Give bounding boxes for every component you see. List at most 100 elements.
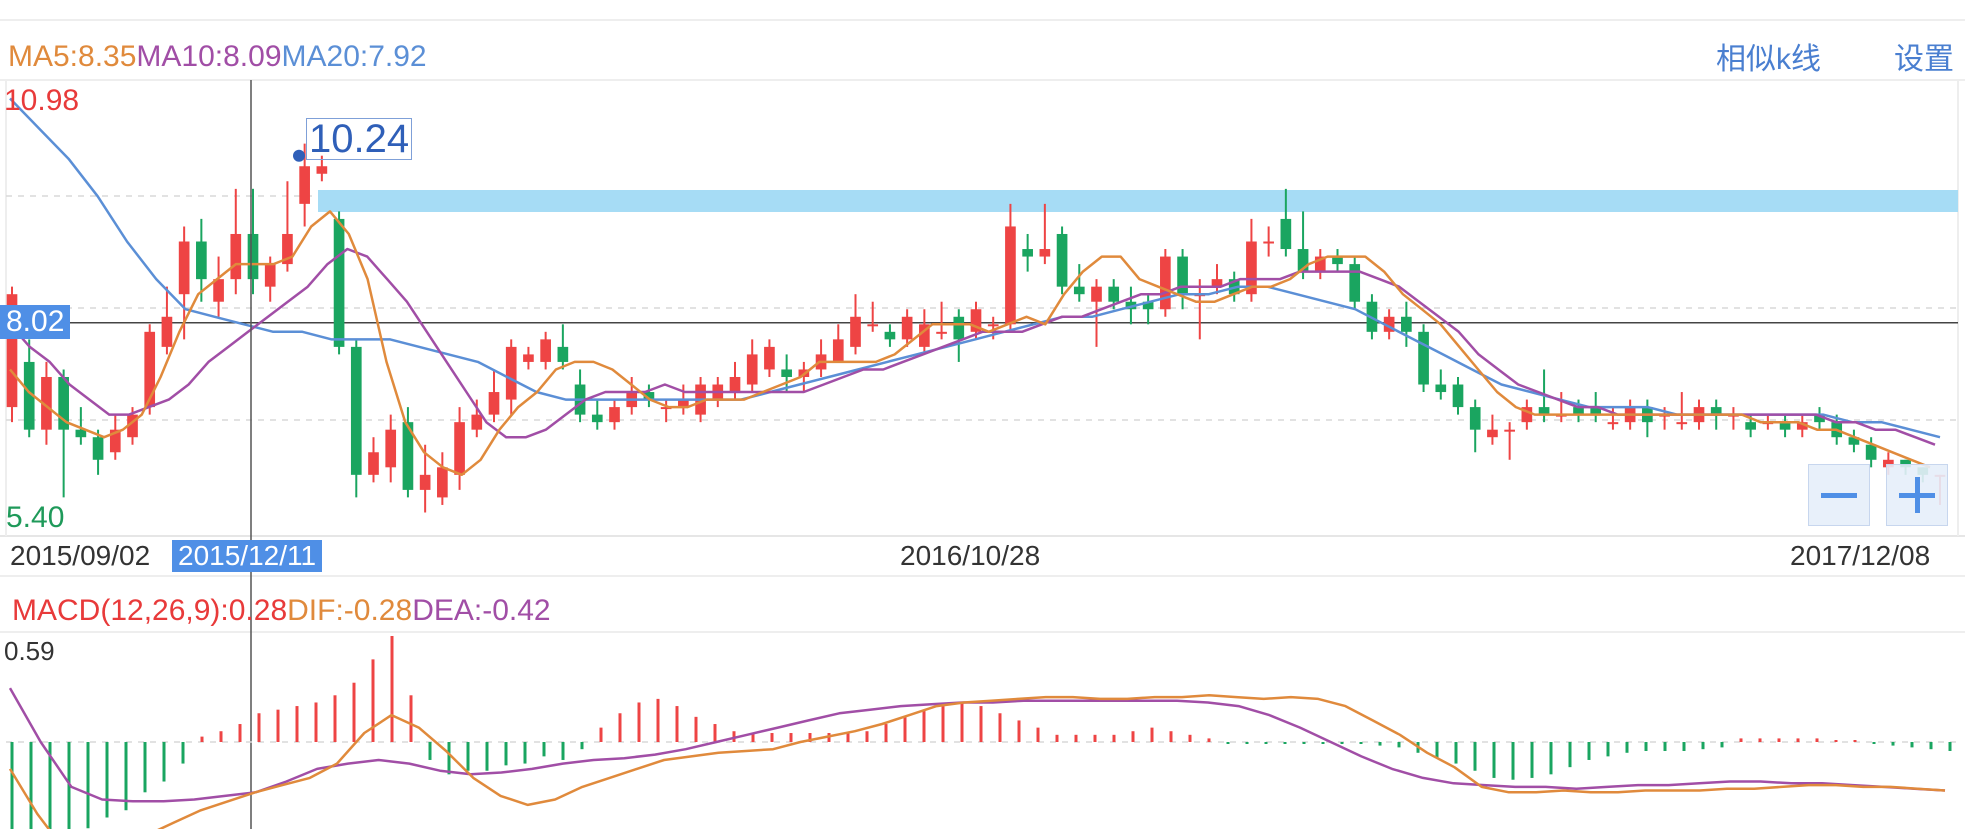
candle-body-91 (1573, 407, 1584, 415)
candle-body-3 (58, 376, 69, 430)
candle-body-9 (161, 316, 173, 347)
candle-body-58 (1005, 226, 1016, 325)
candle-body-52 (901, 316, 913, 340)
candle-body-1 (23, 361, 35, 430)
candle-body-16 (282, 233, 293, 265)
date-middle: 2016/10/28 (900, 540, 1041, 571)
similar-k-button[interactable]: 相似k线 (1716, 43, 1821, 76)
candle-body-68 (1177, 256, 1188, 295)
candle-body-0 (6, 294, 18, 408)
candle-body-31 (540, 339, 551, 362)
candle-body-21 (368, 452, 379, 475)
ma5-line (9, 210, 1931, 477)
candle-body-64 (1108, 286, 1120, 302)
zoom-out-button[interactable] (1808, 464, 1870, 526)
candle-body-12 (213, 279, 224, 302)
date-end: 2017/12/08 (1790, 540, 1931, 571)
candle-body-23 (402, 422, 414, 490)
ma5-legend: MA5:8.35 (8, 40, 137, 73)
candle-body-26 (454, 422, 465, 475)
peak-marker (293, 149, 305, 162)
candle-body-15 (264, 264, 276, 287)
zoom-in-button[interactable] (1886, 464, 1948, 526)
candle-body-60 (1039, 249, 1051, 257)
candle-body-24 (419, 474, 431, 490)
candle-body-103 (1779, 422, 1791, 430)
candle-body-38 (660, 407, 672, 410)
settings-button[interactable]: 设置 (1894, 43, 1954, 76)
ma-legend: MA5:8.35MA10:8.09MA20:7.92 (8, 40, 427, 74)
candle-body-86 (1487, 429, 1498, 438)
candle-body-49 (850, 316, 861, 347)
candle-body-42 (729, 376, 741, 393)
candle-body-29 (505, 346, 517, 400)
candle-body-83 (1435, 384, 1447, 393)
candle-body-19 (333, 218, 345, 347)
candle-body-56 (970, 309, 982, 332)
dea-line (8, 687, 1946, 803)
candle-body-14 (247, 233, 259, 280)
candle-body-63 (1091, 286, 1102, 302)
candle-body-45 (781, 369, 792, 377)
candle-body-30 (523, 354, 534, 362)
candle-body-66 (1142, 301, 1154, 310)
candle-body-59 (1022, 249, 1033, 257)
candle-body-18 (316, 166, 328, 174)
candle-body-11 (196, 241, 207, 280)
candle-body-6 (109, 429, 121, 453)
candle-body-39 (678, 399, 689, 408)
price-min-label: 5.40 (6, 501, 65, 534)
candle-body-105 (1814, 414, 1825, 423)
candle-body-57 (987, 324, 999, 327)
candle-body-35 (609, 407, 620, 423)
candle-body-101 (1745, 422, 1756, 430)
candle-body-97 (1676, 422, 1688, 425)
candle-body-55 (953, 316, 965, 340)
ma20-legend: MA20:7.92 (281, 40, 427, 73)
candle-body-67 (1160, 256, 1171, 310)
dea-value: DEA:-0.42 (412, 594, 551, 627)
candle-body-2 (41, 376, 52, 430)
candle-body-75 (1297, 249, 1309, 272)
date-start: 2015/09/02 (10, 540, 151, 571)
candle-body-17 (299, 166, 310, 204)
candle-body-84 (1452, 384, 1464, 408)
candle-body-73 (1263, 241, 1274, 244)
candle-body-20 (350, 346, 362, 475)
candle-body-80 (1383, 316, 1395, 332)
candle-body-54 (936, 331, 947, 334)
candle-body-109 (1883, 459, 1894, 468)
candle-body-85 (1469, 407, 1481, 430)
candle-body-51 (884, 331, 896, 340)
current-price-label: 8.02 (0, 305, 71, 339)
ma20-line (9, 97, 1941, 439)
candle-body-4 (75, 429, 87, 438)
candle-body-107 (1848, 437, 1860, 445)
candle-body-48 (832, 339, 844, 362)
candle-body-8 (144, 331, 156, 408)
candle-body-28 (488, 392, 500, 415)
candle-body-43 (746, 354, 758, 385)
candle-body-27 (471, 414, 483, 430)
candle-body-93 (1607, 422, 1619, 425)
candle-body-87 (1504, 429, 1515, 432)
plus-icon (1899, 477, 1935, 513)
date-crosshair: 2015/12/11 (172, 540, 323, 572)
candle-body-34 (591, 414, 603, 423)
candle-body-22 (385, 429, 397, 468)
peak-price-label: 10.24 (306, 118, 413, 160)
candle-body-25 (437, 467, 448, 498)
candle-body-44 (764, 346, 775, 370)
candle-body-62 (1073, 286, 1085, 295)
candle-body-110 (1900, 459, 1911, 468)
macd-max-label: 0.59 (4, 636, 55, 666)
macd-value: MACD(12,26,9):0.28 (12, 594, 288, 627)
candle-body-88 (1521, 407, 1533, 423)
candle-body-81 (1401, 316, 1412, 332)
macd-legend: MACD(12,26,9):0.28DIF:-0.28DEA:-0.42 (12, 594, 551, 628)
candle-body-76 (1314, 256, 1326, 272)
dif-value: DIF:-0.28 (287, 594, 413, 627)
candle-body-74 (1280, 218, 1292, 250)
